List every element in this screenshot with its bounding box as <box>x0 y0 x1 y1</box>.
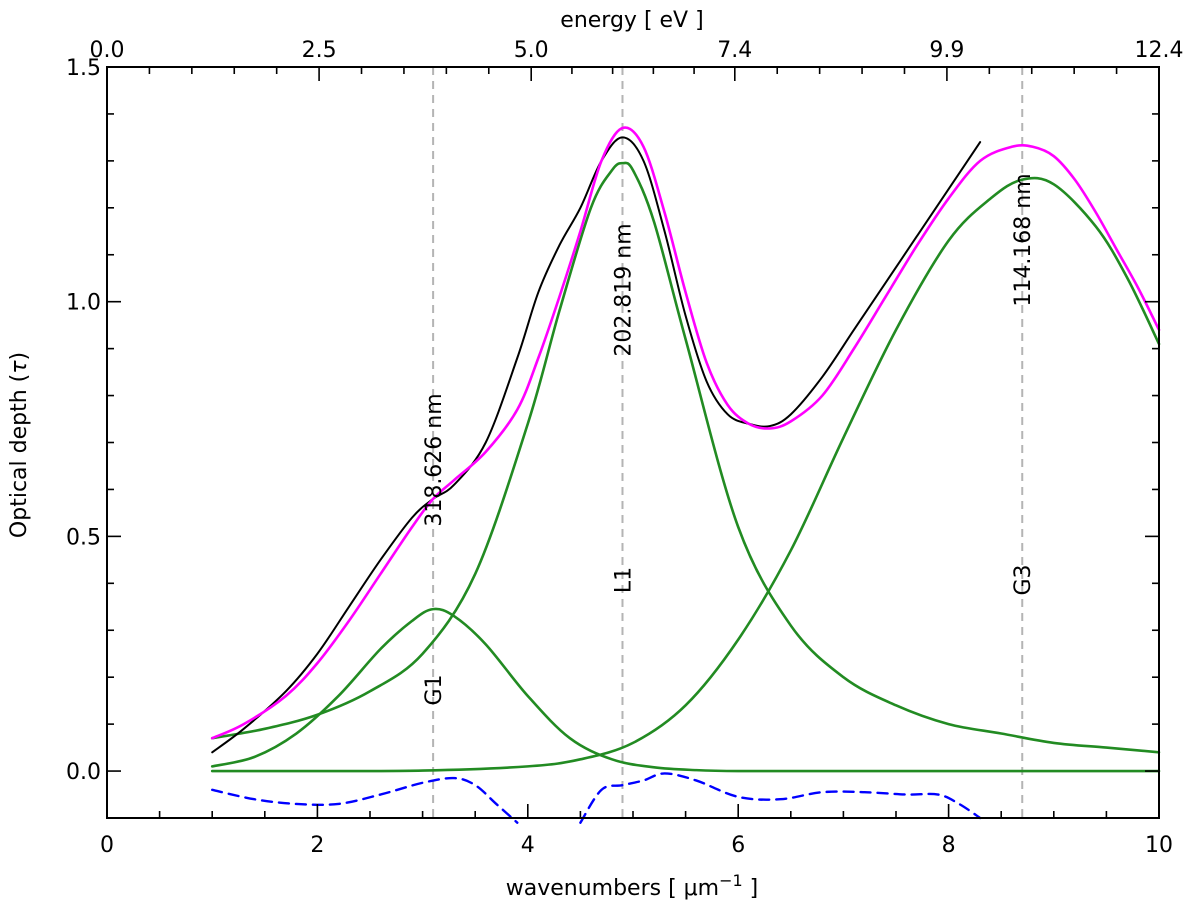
series-total-fit <box>210 126 1161 740</box>
y-tick-label: 1.5 <box>66 56 101 81</box>
series-component-g1 <box>210 607 1161 773</box>
x-tick-label: 6 <box>731 833 745 858</box>
tick-labels: 0 2 4 6 8 10 0.0 2.5 5.0 7.4 9.9 12.4 0.0 0.5 1.0 1.5 <box>66 38 1183 858</box>
vline-component-tag: G1 <box>422 674 447 705</box>
x2-tick-label: 2.5 <box>302 38 337 63</box>
vline-wavelength-label: 114.168 nm <box>1011 173 1036 306</box>
x-tick-label: 10 <box>1145 833 1173 858</box>
vline-wavelength-label: 318.626 nm <box>422 393 447 526</box>
plot-frame <box>106 66 1160 819</box>
x-tick-label: 0 <box>100 833 114 858</box>
y-tick-label: 0.0 <box>66 760 101 785</box>
x2-axis-title: energy [ eV ] <box>560 8 703 33</box>
y-tick-label: 0.5 <box>66 525 101 550</box>
plot-border <box>106 66 1160 819</box>
x2-tick-label: 7.4 <box>717 38 752 63</box>
x2-tick-label: 5.0 <box>514 38 549 63</box>
x-tick-label: 4 <box>521 833 535 858</box>
annotations: 318.626 nm G1 202.819 nm L1 114.168 nm G3 <box>422 173 1036 705</box>
series-observed <box>211 136 982 754</box>
x-tick-label: 2 <box>310 833 324 858</box>
y-tick-label: 1.0 <box>66 291 101 316</box>
x2-tick-label: 12.4 <box>1135 38 1184 63</box>
axis-ticks <box>106 66 1160 819</box>
x-axis-title: wavenumbers [ μm−1 ] <box>506 871 759 901</box>
series-residual-b <box>579 772 982 824</box>
y-axis-title: Optical depth (τ) <box>7 352 32 538</box>
series-residual <box>211 776 519 824</box>
vline-component-tag: L1 <box>611 567 636 593</box>
vline-component-tag: G3 <box>1011 564 1036 595</box>
x-tick-label: 8 <box>942 833 956 858</box>
x2-tick-label: 9.9 <box>929 38 964 63</box>
series-group <box>210 126 1161 824</box>
vline-wavelength-label: 202.819 nm <box>611 223 636 356</box>
x2-tick-label: 0.0 <box>90 38 125 63</box>
series-component-g3 <box>210 176 1161 773</box>
series-component-l1 <box>210 161 1161 754</box>
